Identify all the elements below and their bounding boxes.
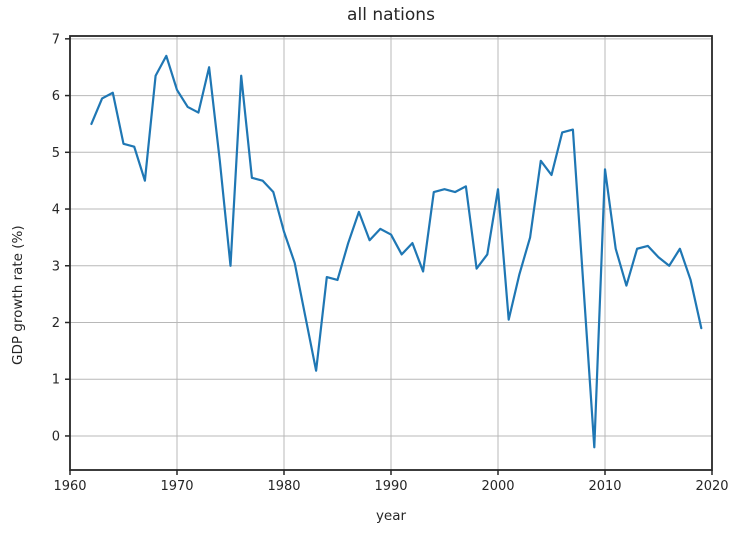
x-tick-label: 1970 <box>160 479 193 494</box>
gdp-line <box>90 54 703 449</box>
x-tick-label: 1990 <box>374 479 407 494</box>
y-tick-label: 0 <box>52 429 60 444</box>
x-tick-label: 2010 <box>588 479 621 494</box>
x-tick-label: 1960 <box>53 479 86 494</box>
y-tick-label: 4 <box>52 203 60 218</box>
y-tick-label: 7 <box>52 32 60 47</box>
y-tick-label: 5 <box>52 146 60 161</box>
x-tick-label: 1980 <box>267 479 300 494</box>
x-axis-label: year <box>375 508 407 524</box>
x-tick-label: 2020 <box>695 479 728 494</box>
y-tick-label: 2 <box>52 316 60 331</box>
x-tick-label: 2000 <box>481 479 514 494</box>
y-tick-label: 6 <box>52 89 60 104</box>
chart-title: all nations <box>347 5 435 25</box>
y-tick-label: 3 <box>52 259 60 274</box>
y-tick-label: 1 <box>52 373 60 388</box>
